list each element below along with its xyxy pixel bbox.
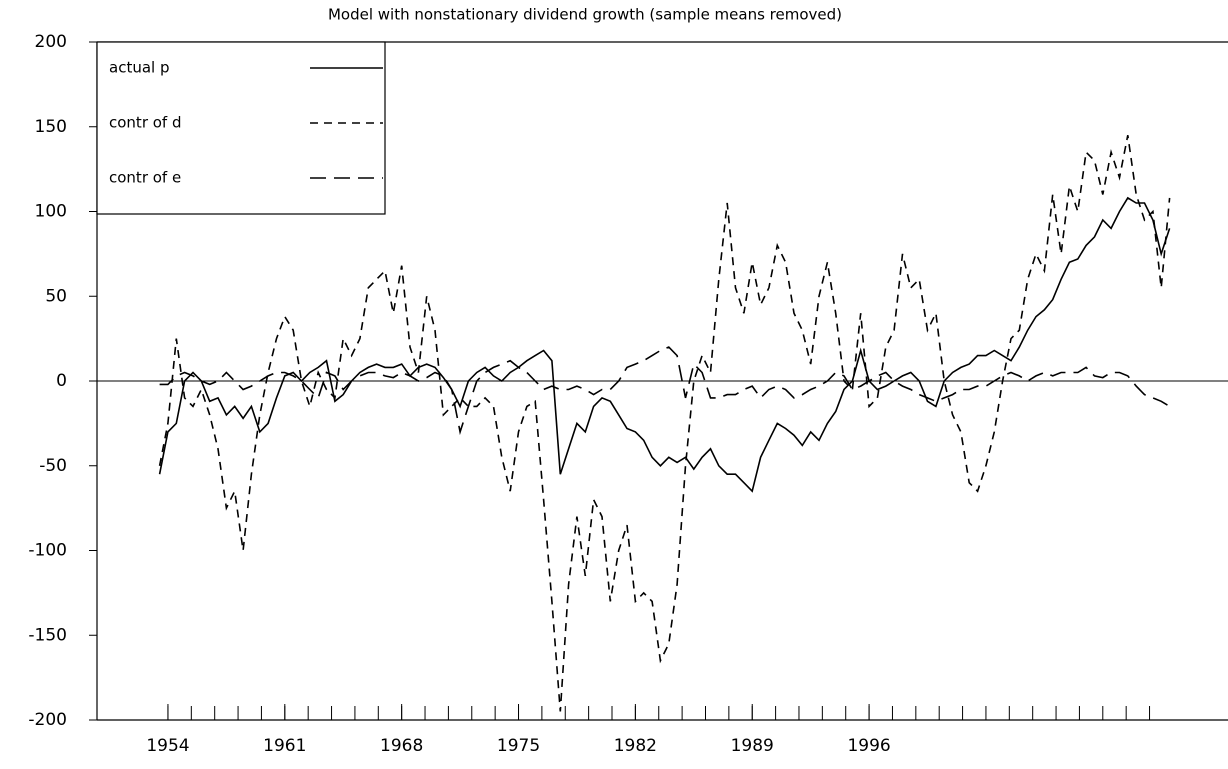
series-line: [158, 196, 1171, 493]
y-tick-label: -50: [39, 456, 67, 476]
series-line: [159, 346, 1171, 436]
y-tick-label: 50: [45, 286, 67, 306]
y-tick-label: 0: [56, 371, 67, 391]
legend-label: contr of e: [109, 169, 181, 187]
y-tick-label: -200: [28, 710, 67, 730]
legend-label: actual p: [109, 59, 169, 77]
x-tick-label: 1961: [263, 736, 306, 756]
x-tick-label: 1975: [497, 736, 540, 756]
chart-title: Model with nonstationary dividend growth…: [328, 6, 842, 24]
legend-label: contr of d: [109, 114, 182, 132]
x-tick-label: 1989: [731, 736, 774, 756]
x-tick-label: 1968: [380, 736, 423, 756]
x-tick-label: 1982: [614, 736, 657, 756]
x-tick-label: 1954: [146, 736, 189, 756]
y-tick-label: 200: [35, 32, 67, 52]
y-tick-label: 100: [35, 202, 67, 222]
x-tick-label: 1996: [847, 736, 890, 756]
legend-box: [96, 41, 386, 215]
series-line: [158, 135, 1171, 712]
y-tick-label: 150: [35, 117, 67, 137]
y-tick-label: -100: [28, 541, 67, 561]
y-tick-label: -150: [28, 625, 67, 645]
